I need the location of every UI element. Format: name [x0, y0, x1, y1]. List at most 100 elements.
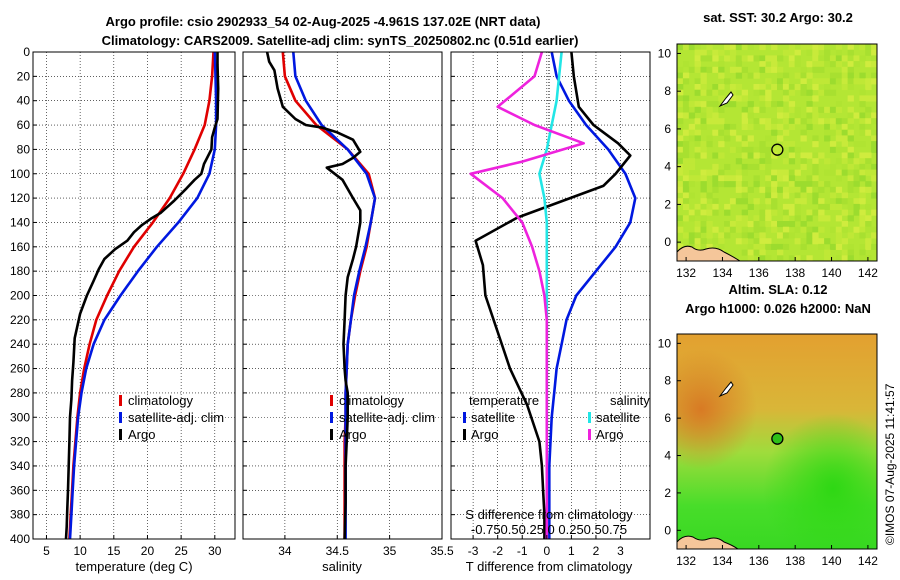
sst-field-cell: [812, 152, 819, 159]
series-line-t-argo: [474, 52, 632, 539]
sst-field-cell: [724, 221, 731, 228]
sst-field-cell: [777, 221, 784, 228]
sst-field-cell: [871, 192, 877, 199]
legend-satellite-label: satellite-adj. clim: [128, 410, 224, 425]
legend-t-satellite-label: satellite: [471, 410, 515, 425]
sst-field-cell: [871, 118, 877, 125]
sst-field-cell: [871, 61, 877, 68]
sst-field-cell: [694, 221, 701, 228]
sst-field-cell: [753, 238, 760, 245]
salinity-xlabel: salinity: [322, 559, 362, 574]
sst-field-cell: [865, 118, 872, 125]
sst-field-cell: [677, 66, 684, 73]
sst-field-cell: [847, 175, 854, 182]
sst-field-cell: [788, 123, 796, 130]
sst-field-cell: [859, 215, 866, 222]
sst-field-cell: [865, 78, 872, 85]
sst-field-cell: [688, 163, 696, 170]
sst-field-cell: [782, 89, 790, 96]
sst-field-cell: [724, 203, 731, 210]
sst-field-cell: [865, 49, 872, 56]
sst-field-cell: [824, 61, 831, 68]
sst-field-cell: [800, 198, 807, 205]
legend-s-argo-label: Argo: [596, 427, 623, 442]
sst-field-cell: [765, 181, 772, 188]
xtick-label: -2: [492, 544, 503, 558]
legend-argo-swatch: [119, 429, 122, 440]
sst-field-cell: [753, 55, 760, 62]
sst-field-cell: [771, 169, 778, 176]
difference-xlabel: T difference from climatology: [466, 559, 633, 574]
sst-field-cell: [724, 101, 731, 108]
sst-field-cell: [765, 55, 772, 62]
sst-field-cell: [759, 203, 766, 210]
sst-field-cell: [859, 232, 866, 239]
sst-field-cell: [777, 249, 784, 256]
sst-field-cell: [841, 146, 848, 153]
sst-field-cell: [718, 243, 725, 250]
sst-field-cell: [694, 118, 701, 125]
sst-field-cell: [835, 215, 843, 222]
sst-field-cell: [835, 169, 843, 176]
sst-field-cell: [729, 55, 737, 62]
sst-field-cell: [788, 152, 796, 159]
sst-field-cell: [800, 135, 807, 142]
sst-field-cell: [865, 44, 872, 51]
sst-field-cell: [712, 118, 719, 125]
sst-field-cell: [782, 221, 790, 228]
sst-field-cell: [694, 129, 701, 136]
ytick-label: 80: [17, 142, 31, 156]
sst-field-cell: [865, 106, 872, 113]
sst-field-cell: [818, 198, 825, 205]
sst-field-cell: [700, 141, 707, 148]
sst-field-cell: [818, 186, 825, 193]
sst-field-cell: [871, 112, 877, 119]
sst-field-cell: [741, 152, 748, 159]
ytick-label: 20: [17, 69, 31, 83]
sst-field-cell: [777, 78, 784, 85]
sst-field-cell: [841, 209, 848, 216]
map-ytick-label: 2: [664, 486, 671, 500]
sst-field-cell: [700, 221, 707, 228]
sst-island: [718, 91, 734, 108]
sst-field-cell: [765, 158, 772, 165]
sst-field-cell: [788, 181, 796, 188]
sst-field-cell: [747, 255, 754, 261]
ytick-label: 240: [10, 337, 30, 351]
sst-field-cell: [677, 95, 684, 102]
sst-field-cell: [765, 78, 772, 85]
sst-field-cell: [777, 255, 784, 261]
sst-map-field: [677, 44, 877, 261]
sst-field-cell: [853, 203, 860, 210]
sst-field-cell: [788, 221, 796, 228]
sst-field-cell: [747, 203, 754, 210]
sst-field-cell: [871, 135, 877, 142]
sst-field-cell: [759, 221, 766, 228]
sst-field-cell: [677, 215, 684, 222]
sst-field-cell: [788, 186, 796, 193]
sst-field-cell: [741, 95, 748, 102]
sst-field-cell: [794, 61, 801, 68]
sst-field-cell: [818, 152, 825, 159]
sst-field-cell: [824, 44, 831, 51]
xtick-label: 15: [107, 544, 121, 558]
sst-field-cell: [688, 44, 696, 51]
ytick-label: 180: [10, 264, 30, 278]
sst-field-cell: [806, 123, 813, 130]
map-ytick-label: 0: [664, 235, 671, 249]
sst-field-cell: [694, 61, 701, 68]
ytick-label: 60: [17, 118, 31, 132]
sst-field-cell: [812, 158, 819, 165]
sst-field-cell: [777, 169, 784, 176]
sst-field-cell: [788, 101, 796, 108]
sst-field-cell: [724, 232, 731, 239]
sst-field-cell: [859, 163, 866, 170]
sst-field-cell: [677, 158, 684, 165]
sst-field-cell: [800, 186, 807, 193]
sst-field-cell: [859, 255, 866, 261]
sst-field-cell: [724, 181, 731, 188]
sst-field-cell: [794, 255, 801, 261]
sst-field-cell: [841, 84, 848, 91]
sst-field-cell: [788, 255, 796, 261]
legend-satellite-swatch: [330, 412, 333, 423]
